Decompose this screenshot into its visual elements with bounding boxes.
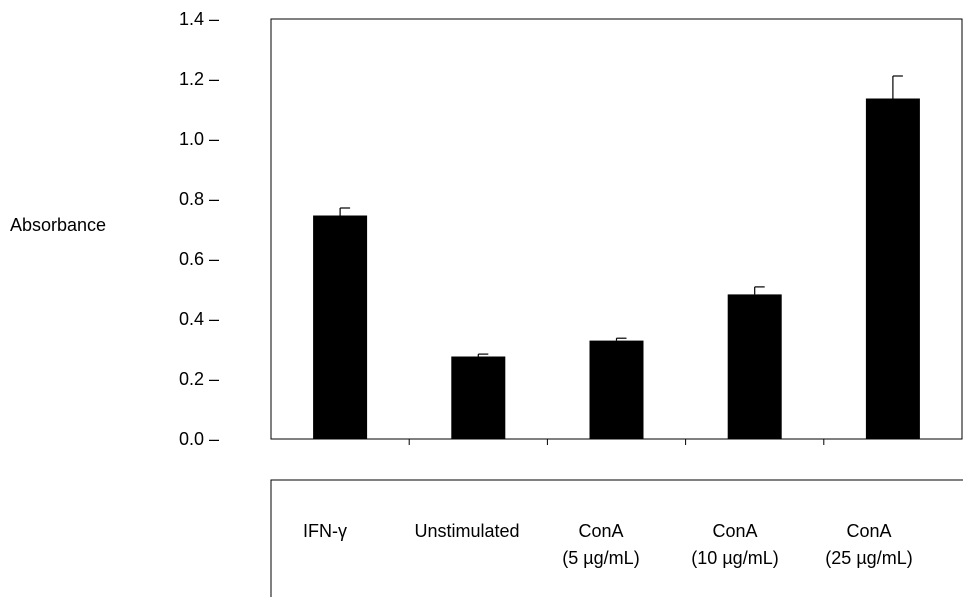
y-axis-label: Absorbance xyxy=(10,215,106,235)
bar xyxy=(313,215,368,439)
bar xyxy=(451,356,506,439)
x-axis xyxy=(408,439,825,445)
category-label: (10 µg/mL) xyxy=(691,548,778,568)
y-tick-label: 0.2 – xyxy=(179,369,219,389)
category-label-box xyxy=(270,479,963,597)
category-label: ConA xyxy=(846,521,891,541)
category-label: (25 µg/mL) xyxy=(825,548,912,568)
y-tick-label: 0.4 – xyxy=(179,309,219,329)
y-axis: 0.0 – 0.2 – 0.4 – 0.6 – 0.8 – 1.0 – 1.2 – 1.4 – xyxy=(179,9,219,449)
bar xyxy=(727,294,782,439)
category-labels: IFN-γ Unstimulated ConA (5 µg/mL) ConA (10 µg… xyxy=(303,521,913,568)
y-tick-label: 0.6 – xyxy=(179,249,219,269)
category-label: ConA xyxy=(712,521,757,541)
category-label: ConA xyxy=(578,521,623,541)
category-label: Unstimulated xyxy=(414,521,519,541)
y-tick-label: 1.2 – xyxy=(179,69,219,89)
bar xyxy=(865,98,920,439)
y-tick-label: 0.0 – xyxy=(179,429,219,449)
y-tick-label: 1.4 – xyxy=(179,9,219,29)
y-tick-label: 0.8 – xyxy=(179,189,219,209)
bars xyxy=(313,75,920,439)
category-label: IFN-γ xyxy=(303,521,347,541)
y-tick-label: 1.0 – xyxy=(179,129,219,149)
category-label: (5 µg/mL) xyxy=(562,548,639,568)
bar xyxy=(589,340,644,439)
